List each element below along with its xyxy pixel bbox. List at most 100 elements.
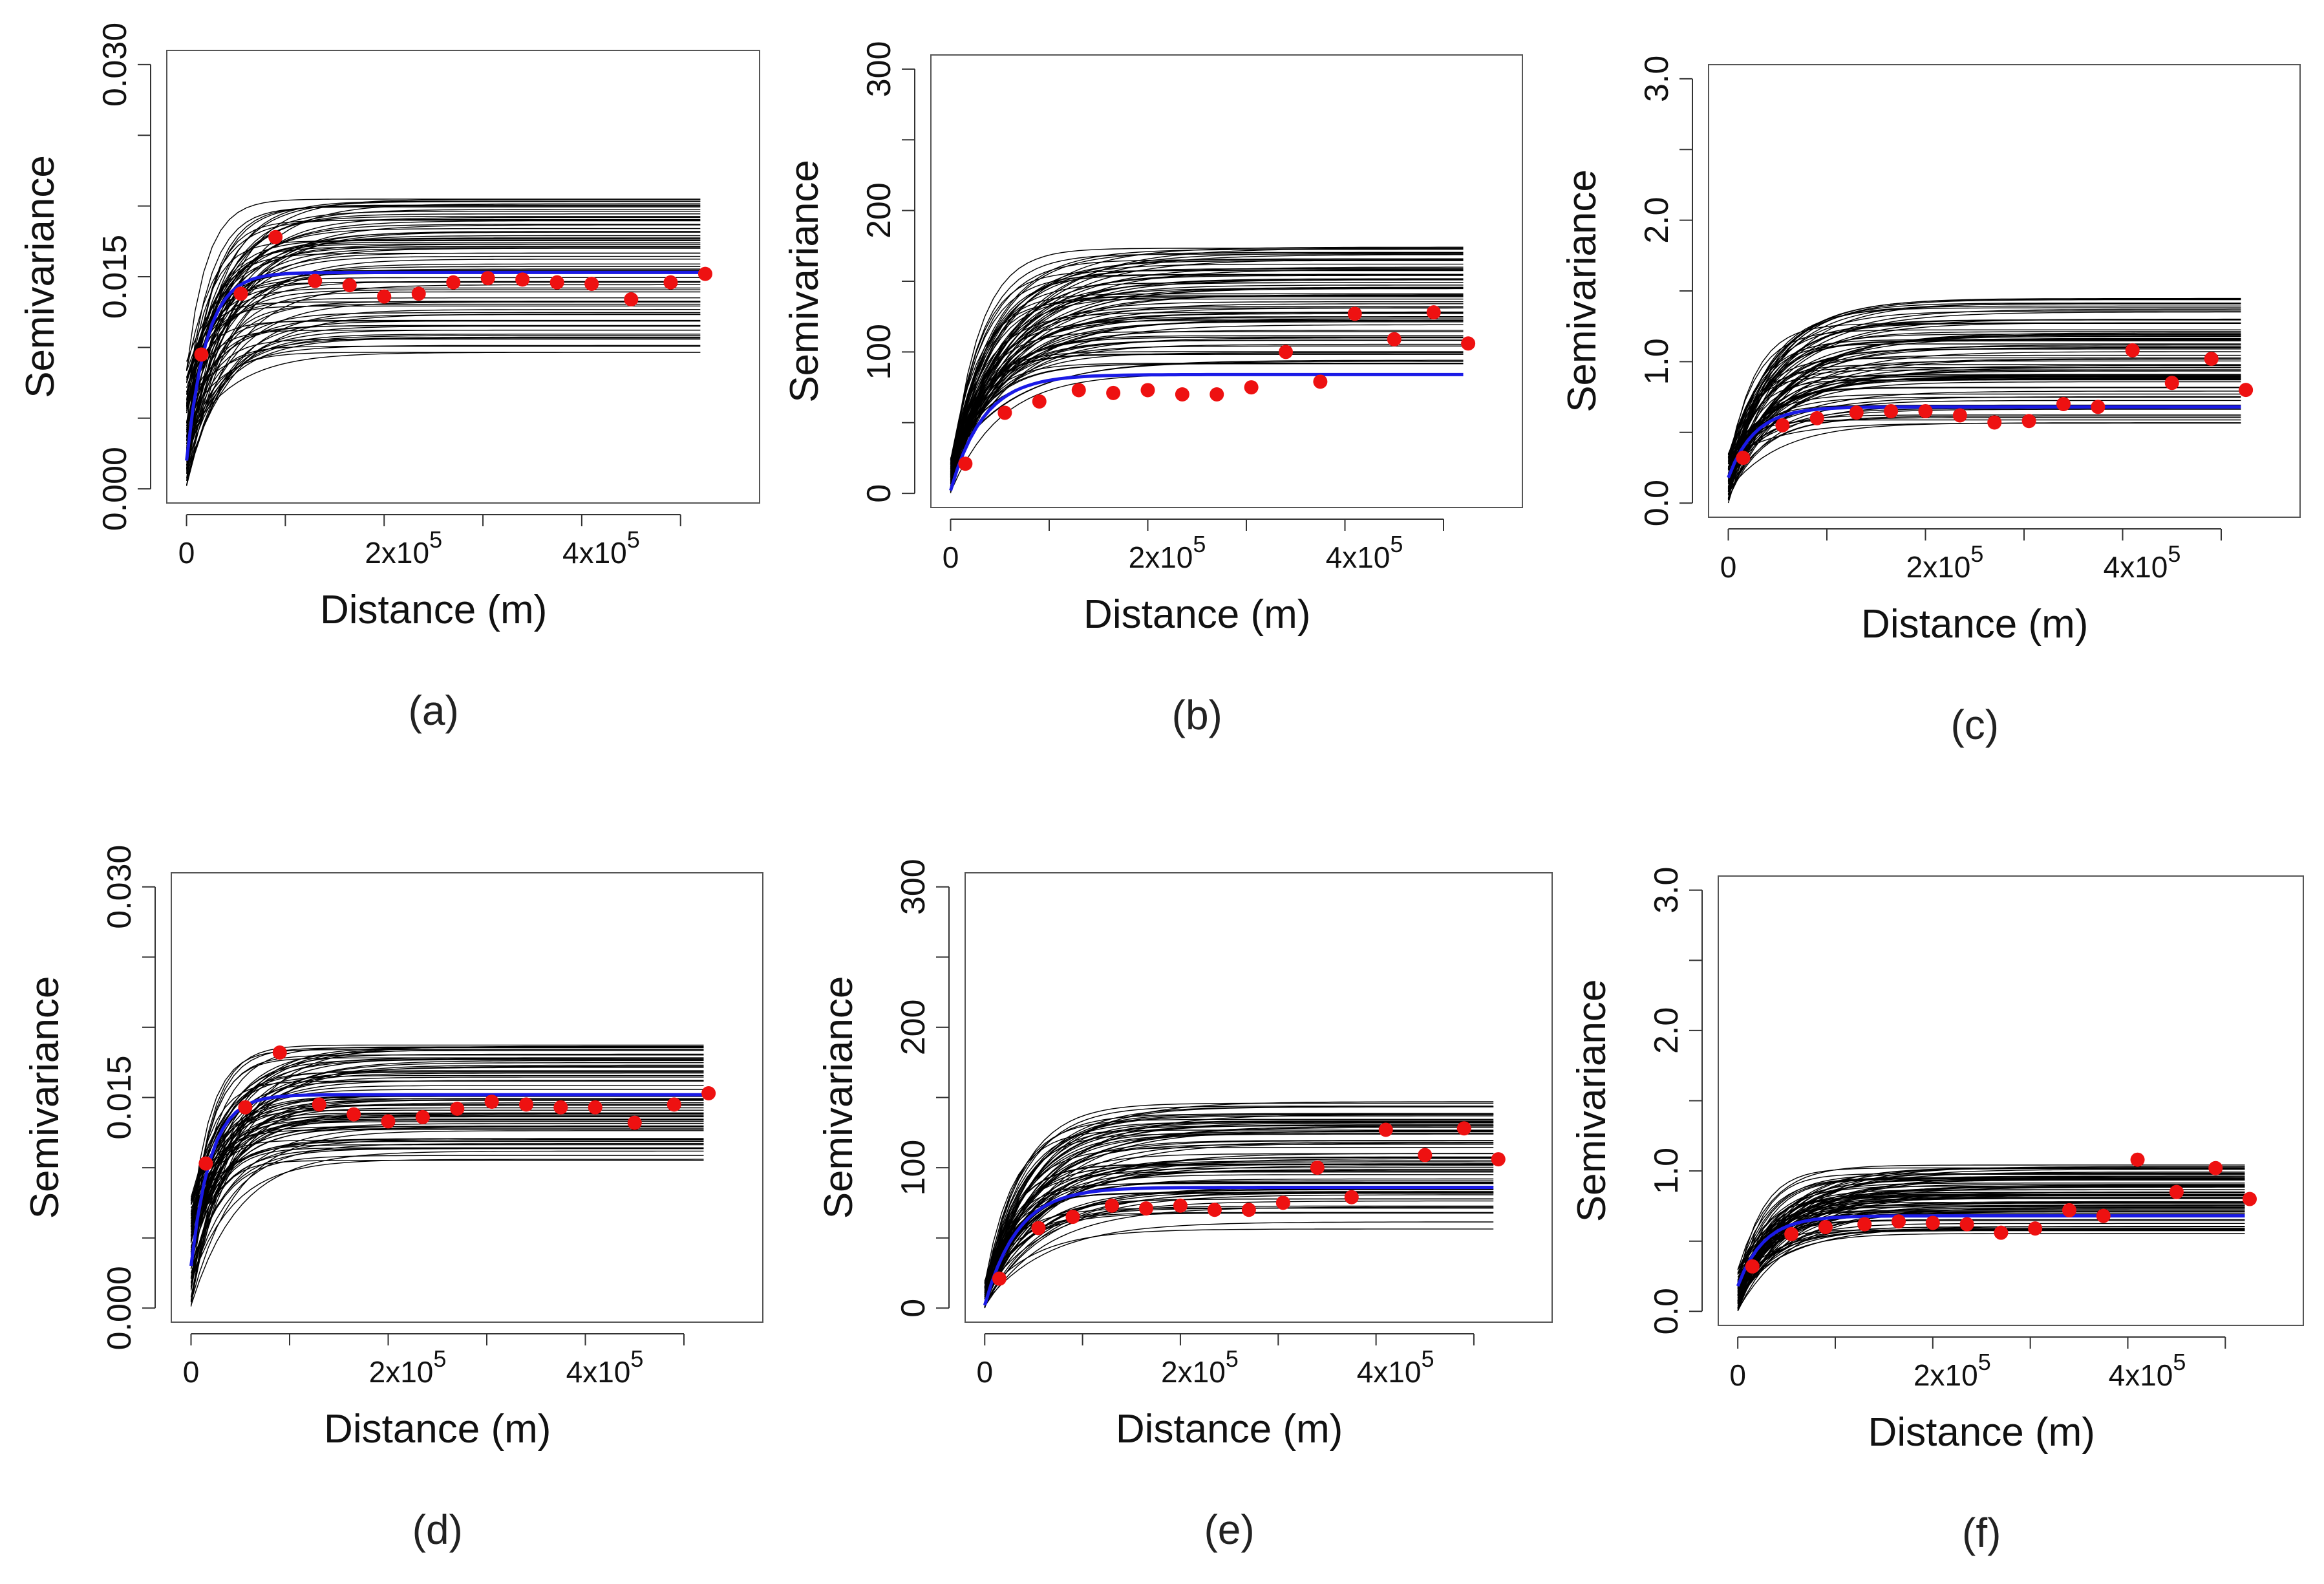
ensemble-curve [984, 1156, 1494, 1298]
ensemble-curve [984, 1192, 1494, 1305]
ensemble-curve [1728, 422, 2241, 459]
x-tick-label-exponent: 5 [627, 526, 640, 553]
fitted-variogram-curve [983, 1186, 1494, 1306]
x-tick-label-base: 4x10 [566, 1355, 631, 1389]
ensemble-curve [186, 352, 701, 454]
empirical-point [1857, 1217, 1872, 1232]
panel-label: (d) [412, 1506, 463, 1553]
ensemble-curve [1737, 1192, 2245, 1295]
ensemble-curve [950, 330, 1464, 477]
ensemble-curve [190, 1102, 704, 1199]
ensemble-curve [950, 306, 1464, 492]
ensemble-curve [1737, 1189, 2245, 1296]
x-tick-label: 0 [183, 1355, 200, 1389]
ensemble-curve [190, 1113, 704, 1247]
ensemble-curve [984, 1140, 1494, 1300]
x-tick-label-base: 4x10 [1357, 1355, 1422, 1389]
ensemble-curve [190, 1059, 704, 1204]
ensemble-curve [186, 314, 701, 405]
ensemble-curve [984, 1194, 1494, 1305]
ensemble-curve [190, 1054, 704, 1227]
x-tick-label-base: 4x10 [2109, 1358, 2173, 1392]
y-tick-label: 300 [895, 859, 932, 915]
empirical-point [1173, 1198, 1188, 1213]
ensemble-curve [186, 203, 701, 469]
y-tick-label: 0.0 [1648, 1288, 1685, 1334]
empirical-point [484, 1095, 499, 1109]
ensemble-curve [1737, 1164, 2245, 1270]
ensemble-curve [186, 252, 701, 388]
ensemble-curve [190, 1126, 704, 1252]
ensemble-curve [186, 281, 701, 406]
empirical-point [992, 1271, 1007, 1286]
ensemble-curve [1727, 393, 2241, 462]
ensemble-curve [1727, 370, 2241, 464]
fitted-variogram-curve [185, 270, 701, 461]
ensemble-curve [190, 1071, 704, 1265]
ensemble-curve [950, 286, 1464, 473]
ensemble-curve [1727, 417, 2241, 499]
ensemble-curve [190, 1067, 704, 1236]
empirical-point [198, 1156, 213, 1171]
y-tick-label: 0.0 [1638, 480, 1676, 526]
empirical-point [2056, 397, 2071, 411]
ensemble-curve [186, 309, 701, 481]
ensemble-curve [1727, 414, 2241, 480]
empirical-point [415, 1109, 430, 1124]
plot-frame [930, 54, 1523, 508]
ensemble-curve [186, 303, 701, 470]
empirical-point [1275, 1195, 1290, 1210]
empirical-point [377, 289, 392, 304]
x-tick-label-exponent: 5 [1390, 531, 1403, 557]
plot-frame [1708, 64, 2301, 518]
ensemble-curve [950, 353, 1464, 476]
empirical-point [381, 1114, 396, 1129]
ensemble-curve [984, 1133, 1494, 1282]
empirical-point [1849, 405, 1864, 420]
empirical-point [1925, 1215, 1940, 1230]
ensemble-curve [190, 1150, 704, 1306]
x-tick-label: 2x105 [365, 526, 442, 570]
ensemble-curve [190, 1049, 704, 1229]
ensemble-curve [984, 1228, 1494, 1296]
ensemble-curve [1737, 1233, 2245, 1303]
ensemble-curve [186, 297, 701, 378]
empirical-point [1175, 387, 1189, 401]
ensemble-curve [1727, 336, 2241, 489]
empirical-point [1279, 345, 1293, 359]
ensemble-curve [190, 1119, 704, 1233]
empirical-point [1140, 383, 1155, 398]
empirical-point [2091, 400, 2105, 414]
fitted-variogram-curve [1736, 1214, 2245, 1287]
ensemble-curve [1727, 367, 2241, 458]
empirical-point [308, 273, 323, 288]
y-tick-label: 300 [860, 41, 898, 97]
x-tick-label-exponent: 5 [433, 1345, 446, 1372]
fitted-variogram-curve [189, 1093, 704, 1267]
ensemble-curve [950, 259, 1464, 479]
plot-frame [1718, 875, 2304, 1326]
ensemble-curve [186, 259, 701, 486]
ensemble-curve [1737, 1186, 2245, 1283]
ensemble-curve [190, 1075, 704, 1222]
y-tick-label: 200 [895, 1000, 932, 1056]
ensemble-curve [190, 1155, 704, 1274]
x-tick-label-exponent: 5 [1978, 1349, 1991, 1375]
ensemble-curve [190, 1119, 704, 1287]
y-tick-label: 0.030 [96, 23, 134, 107]
ensemble-curve [1727, 310, 2241, 461]
x-axis-title: Distance (m) [1861, 602, 2088, 647]
ensemble-curve [950, 343, 1464, 459]
empirical-point [2204, 352, 2219, 366]
ensemble-curve [950, 301, 1464, 469]
panel-label: (e) [1204, 1506, 1254, 1553]
ensemble-curve [950, 293, 1464, 492]
x-tick-label: 2x105 [1129, 531, 1206, 574]
empirical-point [1105, 1198, 1119, 1213]
x-tick-label: 4x105 [562, 526, 640, 570]
empirical-point [1745, 1259, 1760, 1274]
ensemble-curve [186, 305, 701, 409]
ensemble-curve [186, 206, 701, 404]
ensemble-curve [950, 320, 1464, 461]
